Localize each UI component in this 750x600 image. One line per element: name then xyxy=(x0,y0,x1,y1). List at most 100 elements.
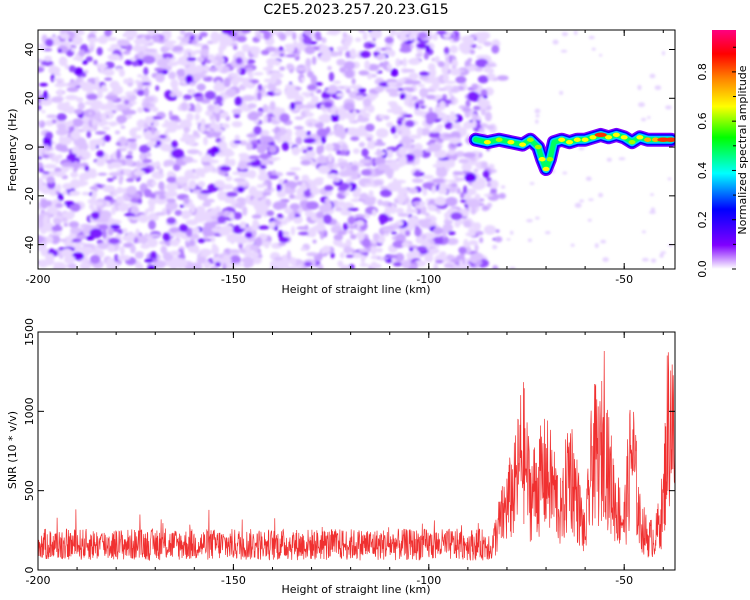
noise-blob xyxy=(336,149,341,155)
noise-blob xyxy=(339,252,345,259)
noise-blob xyxy=(649,73,656,79)
ridge-hotspot xyxy=(651,137,659,142)
noise-blob xyxy=(352,252,362,259)
noise-blob xyxy=(602,257,609,262)
noise-blob xyxy=(561,31,568,37)
noise-blob xyxy=(294,116,304,120)
noise-blob xyxy=(129,141,138,149)
noise-blob xyxy=(38,167,45,173)
noise-blob xyxy=(419,75,431,81)
noise-blob xyxy=(432,185,437,193)
noise-blob xyxy=(100,121,110,126)
noise-blob xyxy=(205,109,216,117)
noise-blob xyxy=(104,30,112,37)
noise-blob xyxy=(373,180,383,186)
noise-blob xyxy=(255,236,263,247)
noise-layer xyxy=(38,30,673,269)
noise-blob xyxy=(425,44,431,54)
noise-blob xyxy=(416,42,427,49)
noise-blob xyxy=(75,234,87,240)
ridge-hotspot xyxy=(573,137,581,142)
noise-blob xyxy=(118,175,123,185)
noise-blob xyxy=(472,119,477,129)
noise-blob xyxy=(598,192,604,198)
noise-blob xyxy=(70,47,76,52)
noise-blob xyxy=(307,84,317,91)
noise-blob xyxy=(159,134,167,139)
noise-blob xyxy=(479,237,484,244)
noise-blob xyxy=(256,33,262,39)
noise-blob xyxy=(336,200,346,207)
noise-blob xyxy=(48,152,54,159)
noise-blob xyxy=(477,99,491,108)
noise-blob xyxy=(343,60,356,70)
noise-blob xyxy=(179,30,186,35)
noise-blob xyxy=(103,134,111,142)
noise-blob xyxy=(119,136,127,147)
noise-blob xyxy=(263,114,268,124)
noise-blob xyxy=(204,154,212,159)
noise-blob xyxy=(359,158,371,164)
noise-blob xyxy=(374,142,386,147)
noise-blob xyxy=(289,167,302,171)
noise-blob xyxy=(231,108,243,115)
noise-blob xyxy=(57,102,68,112)
noise-blob xyxy=(334,207,343,212)
noise-blob xyxy=(327,65,332,71)
noise-blob xyxy=(483,193,494,197)
noise-blob xyxy=(88,111,93,116)
colorbar-label: Normalized spectral amplitude xyxy=(736,65,749,234)
noise-blob xyxy=(131,134,142,140)
noise-blob xyxy=(97,242,110,250)
noise-blob xyxy=(81,150,91,160)
noise-blob xyxy=(152,34,160,43)
noise-blob xyxy=(220,170,226,176)
noise-blob xyxy=(397,120,403,126)
noise-blob xyxy=(306,131,311,136)
noise-blob xyxy=(302,109,311,113)
noise-blob xyxy=(53,261,65,265)
noise-blob xyxy=(463,220,472,228)
noise-blob xyxy=(498,192,506,199)
noise-blob xyxy=(449,45,459,54)
noise-blob xyxy=(291,146,300,156)
noise-blob xyxy=(38,156,43,160)
noise-blob xyxy=(46,114,58,119)
noise-blob xyxy=(211,245,220,255)
noise-blob xyxy=(160,245,168,255)
noise-blob xyxy=(91,118,97,127)
noise-blob xyxy=(186,112,194,122)
noise-blob xyxy=(239,140,248,146)
noise-blob xyxy=(139,235,148,245)
noise-blob xyxy=(57,48,63,53)
noise-blob xyxy=(199,31,208,38)
noise-blob xyxy=(137,74,143,78)
noise-blob xyxy=(86,93,99,101)
noise-blob xyxy=(144,34,152,41)
noise-blob xyxy=(660,251,667,254)
noise-blob xyxy=(125,154,133,160)
noise-blob xyxy=(138,144,150,154)
noise-blob xyxy=(206,40,214,45)
noise-blob xyxy=(390,204,396,215)
noise-blob xyxy=(139,152,146,161)
noise-blob xyxy=(377,199,383,206)
noise-blob xyxy=(168,71,177,80)
noise-blob xyxy=(190,89,196,95)
noise-blob xyxy=(295,66,307,72)
noise-blob xyxy=(268,175,279,180)
noise-blob xyxy=(148,233,161,238)
noise-blob xyxy=(494,236,503,243)
noise-blob xyxy=(397,78,406,83)
noise-blob xyxy=(272,30,278,35)
noise-blob xyxy=(279,134,287,143)
noise-blob xyxy=(278,236,290,243)
noise-blob xyxy=(342,222,349,231)
noise-blob xyxy=(213,128,224,133)
spectrogram-ytick-label: 0 xyxy=(23,144,36,151)
noise-blob xyxy=(257,84,263,92)
noise-blob xyxy=(61,217,67,222)
noise-blob xyxy=(246,194,251,200)
noise-blob xyxy=(449,137,462,145)
noise-blob xyxy=(465,99,471,108)
